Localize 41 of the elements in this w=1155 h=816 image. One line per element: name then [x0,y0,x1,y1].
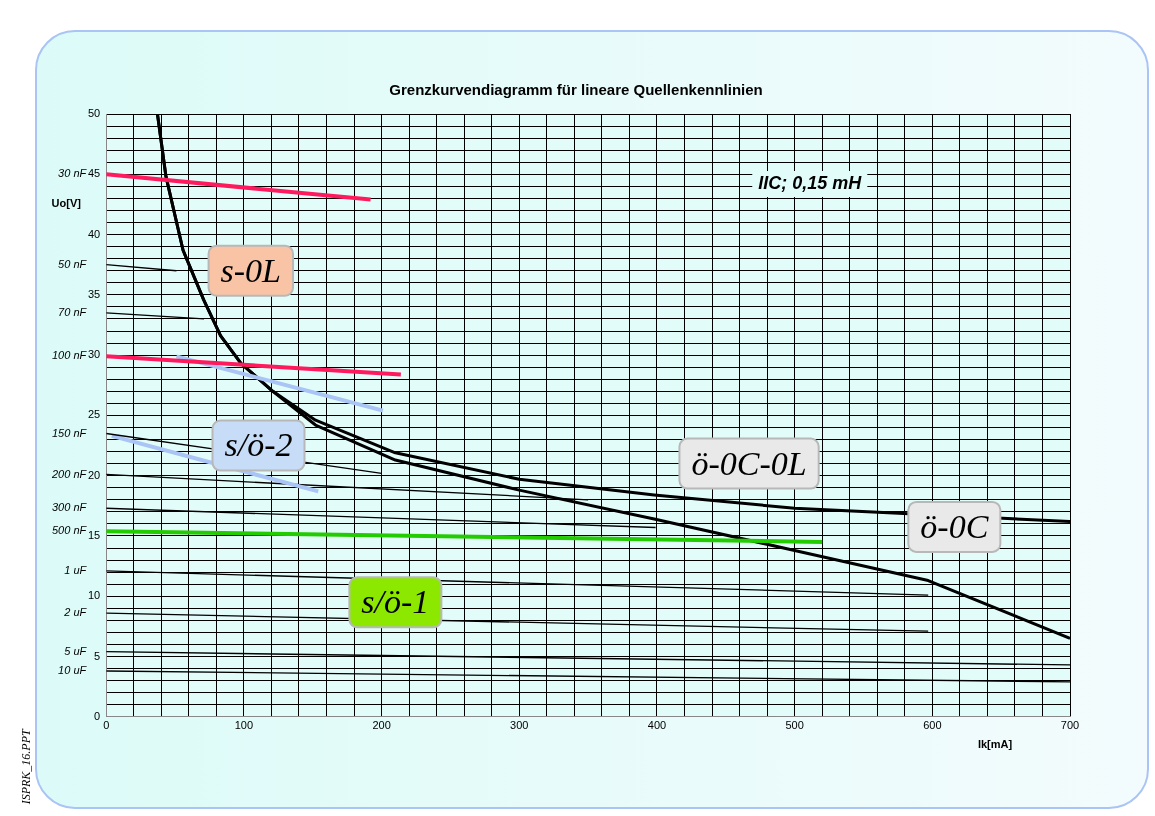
y-tick-label: 20 [87,468,101,481]
series-label: 1 uF [64,563,88,576]
x-tick-label: 700 [1060,719,1080,732]
annotation: s/ö-2 [224,426,293,464]
series-label: 50 nF [58,257,88,270]
x-tick-label: 400 [647,719,667,732]
annotation: s-0L [220,251,282,289]
series-label: 2 uF [63,606,88,619]
x-tick-label: 300 [510,719,529,732]
y-tick-label: 50 [87,107,101,120]
series-label: 5 uF [64,644,88,657]
y-tick-label: 45 [87,167,101,180]
x-tick-label: 0 [103,719,110,732]
series-label: 30 nF [58,167,88,180]
y-tick-label: 40 [87,227,101,240]
series-label: 10 uF [58,664,88,677]
x-tick-label: 600 [923,719,942,732]
y-tick-label: 30 [87,348,101,361]
annotation: s/ö-1 [361,583,430,621]
series-label: 500 nF [51,524,88,537]
series-label: 150 nF [51,426,88,439]
y-tick-label: 25 [87,408,101,421]
x-tick-label: 500 [785,719,804,732]
series-label: 100 nF [51,349,88,362]
annotation: ö-0C [920,507,989,545]
series-label: 70 nF [58,305,88,318]
series-label: 300 nF [51,501,88,514]
y-tick-label: 10 [87,589,101,602]
annotation: ö-0C-0L [691,444,807,482]
chart-title: Grenzkurvendiagramm für lineare Quellenkennlinien [389,81,763,99]
y-tick-label: 0 [94,709,101,722]
x-axis-title: Ik[mA] [977,737,1013,750]
y-tick-label: 35 [87,287,101,300]
series-label: 200 nF [50,467,88,480]
y-axis-title: Uo[V] [51,197,82,210]
annotation: IIC; 0,15 mH [758,172,863,193]
y-tick-label: 5 [94,649,101,662]
text: ISPRK_16.PPT [19,727,34,806]
y-tick-label: 15 [87,528,101,541]
x-tick-label: 100 [234,719,254,732]
x-tick-label: 200 [372,719,391,732]
